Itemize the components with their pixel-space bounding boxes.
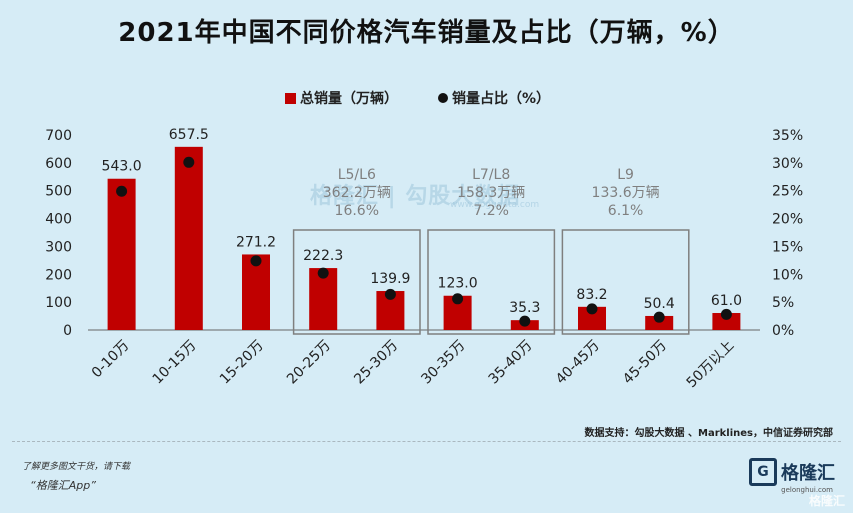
group-label: L7/L8 bbox=[472, 167, 510, 183]
bar-value-label: 657.5 bbox=[169, 127, 209, 143]
bar-value-label: 139.9 bbox=[370, 271, 410, 287]
logo-mark-icon: G bbox=[749, 458, 777, 486]
legend-swatch-dot bbox=[438, 93, 448, 103]
y-right-tick-label: 15% bbox=[772, 239, 803, 255]
y-right-tick-label: 30% bbox=[772, 156, 803, 172]
legend-swatch-bar bbox=[285, 92, 296, 104]
group-label: 16.6% bbox=[335, 203, 379, 219]
share-dot bbox=[653, 311, 665, 323]
x-tick-label: 20-25万 bbox=[284, 338, 334, 388]
y-right-tick-label: 0% bbox=[772, 323, 794, 339]
bar-value-label: 222.3 bbox=[303, 248, 343, 264]
y-left-tick-label: 500 bbox=[45, 184, 72, 200]
bar-value-label: 123.0 bbox=[438, 276, 478, 292]
bar-value-label: 543.0 bbox=[102, 159, 142, 175]
share-dot bbox=[720, 308, 732, 320]
x-tick-label: 10-15万 bbox=[150, 338, 200, 388]
legend: 总销量（万辆） 销量占比（%） bbox=[285, 88, 590, 108]
x-tick-label: 40-45万 bbox=[553, 338, 603, 388]
share-dot bbox=[452, 293, 464, 305]
bar bbox=[645, 315, 674, 330]
y-right-tick-label: 35% bbox=[772, 128, 803, 144]
bar-value-label: 83.2 bbox=[576, 287, 607, 303]
legend-label-dot: 销量占比（%） bbox=[452, 91, 551, 107]
group-box bbox=[292, 229, 421, 335]
footer-divider bbox=[12, 441, 841, 442]
y-left-tick-label: 600 bbox=[45, 156, 72, 172]
logo-url: gelonghui.com bbox=[781, 486, 833, 494]
group-box bbox=[427, 229, 556, 335]
y-right-tick-label: 20% bbox=[772, 212, 803, 228]
bar bbox=[107, 178, 136, 330]
x-tick-label: 0-10万 bbox=[89, 338, 133, 382]
share-dot bbox=[116, 185, 128, 197]
corner-watermark: 格隆汇 bbox=[808, 494, 845, 508]
y-left-tick-label: 100 bbox=[45, 295, 72, 311]
bar bbox=[242, 254, 270, 330]
x-tick-label: 30-35万 bbox=[418, 338, 468, 388]
chart-title: 2021年中国不同价格汽车销量及占比（万辆，%） bbox=[118, 18, 735, 48]
footer-line1: 了解更多图文干货，请下载 bbox=[22, 462, 131, 472]
group-label: 7.2% bbox=[473, 203, 509, 219]
x-tick-label: 35-40万 bbox=[486, 338, 536, 388]
y-right-tick-label: 5% bbox=[772, 295, 794, 311]
bar bbox=[578, 306, 606, 330]
chart: 0 100 200 300 400 500 600 700 0% 5% 10% 15% 20% 25% 30… bbox=[45, 127, 803, 392]
y-right-tick-label: 25% bbox=[772, 184, 803, 200]
x-tick-label: 25-30万 bbox=[351, 338, 401, 388]
bar-value-label: 35.3 bbox=[509, 300, 540, 316]
group-label: L5/L6 bbox=[338, 167, 376, 183]
group-label: 158.3万辆 bbox=[457, 185, 525, 201]
y-left-tick-label: 400 bbox=[45, 212, 72, 228]
share-dot bbox=[250, 255, 262, 267]
share-dot bbox=[384, 288, 396, 300]
group-label: 6.1% bbox=[608, 203, 644, 219]
bar-value-label: 271.2 bbox=[236, 234, 276, 250]
watermark-text: 格隆汇 | 勾股大数据 bbox=[310, 184, 521, 209]
group-label: 133.6万辆 bbox=[592, 185, 660, 201]
bar bbox=[174, 146, 203, 330]
group-box bbox=[561, 229, 690, 335]
y-left-tick-label: 300 bbox=[45, 239, 72, 255]
source-note: 数据支持：勾股大数据 、Marklines，中信证券研究部 bbox=[584, 428, 833, 439]
y-left-tick-label: 700 bbox=[45, 128, 72, 144]
legend-item-bar: 总销量（万辆） bbox=[285, 88, 398, 108]
bar bbox=[712, 313, 741, 330]
x-tick-label: 45-50万 bbox=[620, 338, 670, 388]
y-right-tick-label: 10% bbox=[772, 267, 803, 283]
y-left-tick-label: 200 bbox=[45, 267, 72, 283]
footer-line2: “格隆汇App” bbox=[30, 479, 96, 492]
watermark-sub: www.gogudata.com bbox=[450, 200, 540, 210]
logo-name: 格隆汇 bbox=[781, 463, 835, 484]
group-label: 362.2万辆 bbox=[323, 185, 391, 201]
y-left-tick-label: 0 bbox=[63, 323, 72, 339]
bar-value-label: 50.4 bbox=[644, 296, 675, 312]
x-tick-label: 15-20万 bbox=[217, 338, 267, 388]
group-label: L9 bbox=[617, 167, 634, 183]
bar-value-label: 61.0 bbox=[711, 293, 742, 309]
share-dot bbox=[183, 156, 195, 168]
x-tick-label: 50万以上 bbox=[684, 338, 738, 392]
legend-item-dot: 销量占比（%） bbox=[438, 88, 550, 108]
legend-label-bar: 总销量（万辆） bbox=[300, 91, 398, 107]
share-dot bbox=[317, 267, 329, 279]
share-dot bbox=[519, 315, 531, 327]
brand-logo: G 格隆汇 gelonghui.com bbox=[749, 458, 835, 494]
share-dot bbox=[586, 303, 598, 315]
